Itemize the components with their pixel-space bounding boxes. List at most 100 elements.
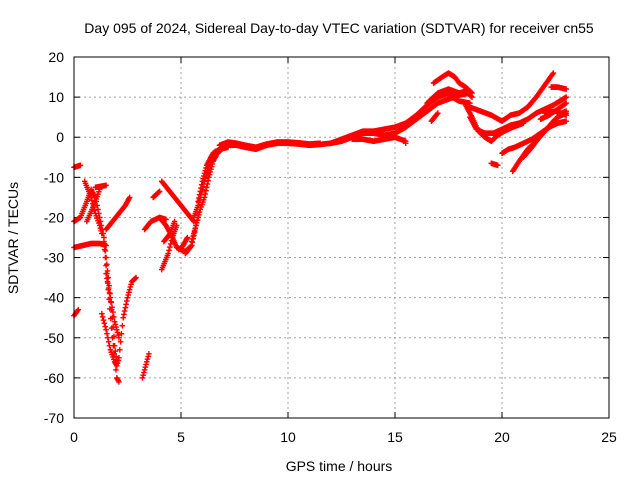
data-point xyxy=(199,178,206,185)
data-point xyxy=(108,299,115,306)
data-point xyxy=(144,356,151,362)
data-point xyxy=(141,369,147,376)
grid-lines xyxy=(74,57,609,418)
data-point xyxy=(110,309,116,315)
data-point xyxy=(97,225,104,231)
data-point xyxy=(102,254,109,261)
data-point xyxy=(114,326,120,333)
y-tick-label: -20 xyxy=(44,209,64,225)
data-point xyxy=(193,222,199,229)
data-point xyxy=(105,338,112,345)
data-point xyxy=(142,364,149,370)
data-point xyxy=(201,170,208,177)
data-point xyxy=(109,334,116,341)
x-tick-label: 20 xyxy=(494,429,510,445)
y-tick-label: -60 xyxy=(44,370,64,386)
data-point xyxy=(173,222,180,229)
data-point xyxy=(121,308,128,314)
data-point xyxy=(125,292,132,298)
data-point xyxy=(102,323,109,330)
data-point xyxy=(435,110,441,116)
data-point xyxy=(520,120,527,126)
data-point xyxy=(98,228,104,234)
data-point xyxy=(167,244,173,250)
data-point xyxy=(107,294,114,301)
data-point xyxy=(99,310,105,317)
data-point xyxy=(104,330,110,337)
data-point xyxy=(118,330,125,337)
y-tick-label: -30 xyxy=(44,250,64,266)
data-point xyxy=(121,311,127,318)
data-point xyxy=(116,334,122,341)
data-point xyxy=(103,270,109,277)
data-point xyxy=(106,343,113,349)
chart-title: Day 095 of 2024, Sidereal Day-to-day VTE… xyxy=(84,20,594,36)
data-point xyxy=(139,375,146,381)
data-point xyxy=(563,118,569,124)
data-point xyxy=(101,246,108,253)
data-point xyxy=(116,379,122,385)
data-point xyxy=(206,174,212,181)
data-point xyxy=(103,182,109,189)
data-point xyxy=(317,140,323,147)
data-point xyxy=(143,361,149,368)
data-point xyxy=(99,314,106,320)
data-point xyxy=(198,185,204,191)
data-point xyxy=(105,334,111,341)
data-point xyxy=(468,89,475,96)
data-point xyxy=(402,140,409,147)
data-point xyxy=(563,86,569,92)
x-tick-label: 5 xyxy=(177,429,185,445)
data-point xyxy=(167,241,174,247)
data-point xyxy=(101,320,108,327)
data-point xyxy=(112,321,119,328)
data-point xyxy=(114,360,121,366)
data-point xyxy=(104,275,110,282)
data-point xyxy=(184,234,191,241)
data-point xyxy=(193,219,200,226)
data-point xyxy=(203,187,209,194)
data-point xyxy=(91,207,98,214)
data-point xyxy=(112,348,119,354)
data-point xyxy=(109,304,115,311)
data-point xyxy=(116,347,123,353)
data-point xyxy=(117,338,124,345)
data-point xyxy=(206,171,213,178)
data-point xyxy=(200,175,206,182)
y-tick-label: 20 xyxy=(48,49,64,65)
data-point xyxy=(100,317,107,323)
data-point xyxy=(96,186,103,193)
data-point xyxy=(207,169,214,175)
data-point xyxy=(128,281,134,288)
plot-frame xyxy=(73,56,610,419)
x-tick-label: 10 xyxy=(280,429,296,445)
data-point xyxy=(114,363,120,369)
data-point xyxy=(96,214,103,221)
data-point xyxy=(563,94,569,100)
data-point xyxy=(113,324,119,330)
x-tick-label: 0 xyxy=(70,429,78,445)
data-point xyxy=(120,314,127,321)
y-tick-label: -10 xyxy=(44,169,64,185)
data-point xyxy=(143,359,150,365)
data-point xyxy=(550,70,557,76)
data-point xyxy=(114,329,121,336)
data-point xyxy=(192,225,199,231)
data-point xyxy=(96,222,103,229)
x-tick-label: 25 xyxy=(601,429,617,445)
data-point xyxy=(208,166,214,173)
data-point xyxy=(106,290,113,296)
data-point xyxy=(108,315,114,322)
data-point xyxy=(123,301,129,308)
data-point xyxy=(126,194,133,201)
data-point xyxy=(191,228,198,234)
y-tick-label: -40 xyxy=(44,290,64,306)
y-tick-label: -50 xyxy=(44,330,64,346)
x-tick-label: 15 xyxy=(387,429,403,445)
data-point xyxy=(195,198,201,205)
data-point xyxy=(123,298,130,304)
data-point xyxy=(127,284,134,290)
data-point xyxy=(122,304,129,311)
data-point xyxy=(156,188,163,195)
